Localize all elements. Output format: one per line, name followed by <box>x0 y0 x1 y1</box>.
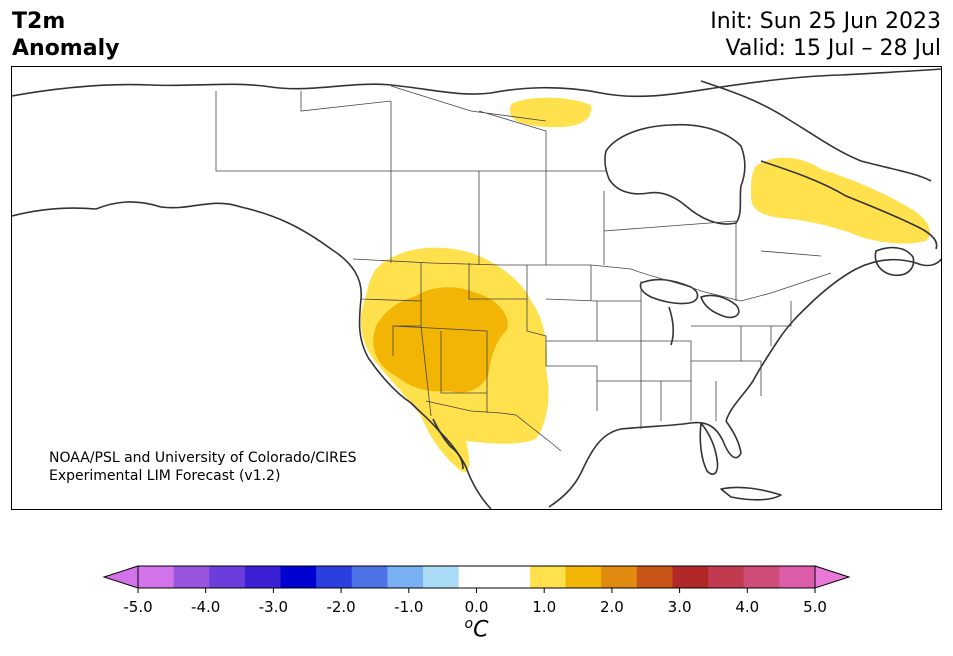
colorbar-ticks: -5.0 -4.0 -3.0 -2.0 -1.0 0.0 1.0 2.0 3.0 4.0 5.0 <box>123 588 827 616</box>
map-title: T2m Anomaly <box>12 8 119 62</box>
date-info: Init: Sun 25 Jun 2023 Valid: 15 Jul – 28… <box>710 8 941 62</box>
colorbar-tick-label: -5.0 <box>123 598 152 616</box>
colorbar-cell <box>458 566 495 588</box>
colorbar-svg: -5.0 -4.0 -3.0 -2.0 -1.0 0.0 1.0 2.0 3.0 4.0 5.0 <box>102 565 851 616</box>
colorbar-cell <box>779 566 816 588</box>
cuba <box>720 486 782 501</box>
colorbar-tick-label: 5.0 <box>803 598 827 616</box>
colorbar-cell <box>529 566 567 588</box>
valid-date: Valid: 15 Jul – 28 Jul <box>725 36 941 61</box>
colorbar-tick-label: 0.0 <box>465 598 489 616</box>
colorbar-cell <box>351 566 388 588</box>
colorbar-cell <box>494 566 531 588</box>
anomaly-hudson-strait <box>509 97 592 128</box>
colorbar-cell <box>316 566 353 588</box>
us-states <box>360 263 792 429</box>
colorbar-cell <box>636 566 673 588</box>
colorbar-cell <box>138 566 175 588</box>
colorbar-cell <box>708 566 745 588</box>
labrador-coast <box>760 160 938 250</box>
map-panel <box>11 66 942 510</box>
us-mexico-border <box>425 400 562 452</box>
hudson-bay <box>604 123 746 225</box>
anomaly-west-moderate <box>373 287 508 393</box>
canada-provinces <box>215 85 822 301</box>
colorbar-cell <box>743 566 780 588</box>
colorbar-cell <box>601 566 638 588</box>
colorbar-tick-label: -1.0 <box>394 598 423 616</box>
colorbar-cell <box>244 566 282 588</box>
colorbar-cells <box>138 566 816 588</box>
colorbar-tick-label: 4.0 <box>735 598 759 616</box>
florida <box>699 422 719 475</box>
colorbar-cell <box>423 566 460 588</box>
political-boundaries <box>215 85 832 452</box>
unit-degree: o <box>464 616 474 632</box>
baffin-island <box>700 80 932 182</box>
map-svg <box>12 68 941 509</box>
colorbar-tick-label: -3.0 <box>259 598 288 616</box>
anomaly-shading <box>360 97 930 472</box>
colorbar-low-extend <box>102 565 139 589</box>
colorbar-tick-label: -4.0 <box>191 598 220 616</box>
colorbar-tick-label: 3.0 <box>668 598 692 616</box>
credit-line-2: Experimental LIM Forecast (v1.2) <box>49 468 281 484</box>
newfoundland <box>874 246 915 277</box>
atlantic-coast <box>725 258 941 422</box>
colorbar-tick-label: -2.0 <box>326 598 355 616</box>
anomaly-labrador <box>751 157 930 244</box>
title-line-2: Anomaly <box>12 36 120 61</box>
colorbar-cell <box>280 566 317 588</box>
credit-line-1: NOAA/PSL and University of Colorado/CIRE… <box>49 450 357 466</box>
forecast-credit: NOAA/PSL and University of Colorado/CIRE… <box>49 449 357 485</box>
colorbar-cell <box>173 566 210 588</box>
colorbar-tick-label: 1.0 <box>532 598 556 616</box>
us-canada-border <box>352 258 832 302</box>
colorbar-cell <box>387 566 424 588</box>
unit-letter: C <box>473 617 489 643</box>
colorbar-cell <box>209 566 246 588</box>
great-lakes <box>639 278 740 346</box>
colorbar-cell <box>565 566 602 588</box>
baja-peninsula <box>432 418 464 470</box>
colorbar: -5.0 -4.0 -3.0 -2.0 -1.0 0.0 1.0 2.0 3.0 4.0 5.0 <box>0 560 953 650</box>
title-line-1: T2m <box>12 9 66 34</box>
colorbar-unit: oC <box>0 616 953 642</box>
colorbar-tick-label: 2.0 <box>600 598 624 616</box>
gulf-coast <box>548 420 742 508</box>
init-date: Init: Sun 25 Jun 2023 <box>710 9 941 34</box>
colorbar-cell <box>672 566 709 588</box>
colorbar-high-extend <box>814 565 851 589</box>
arctic-coast <box>12 68 941 98</box>
